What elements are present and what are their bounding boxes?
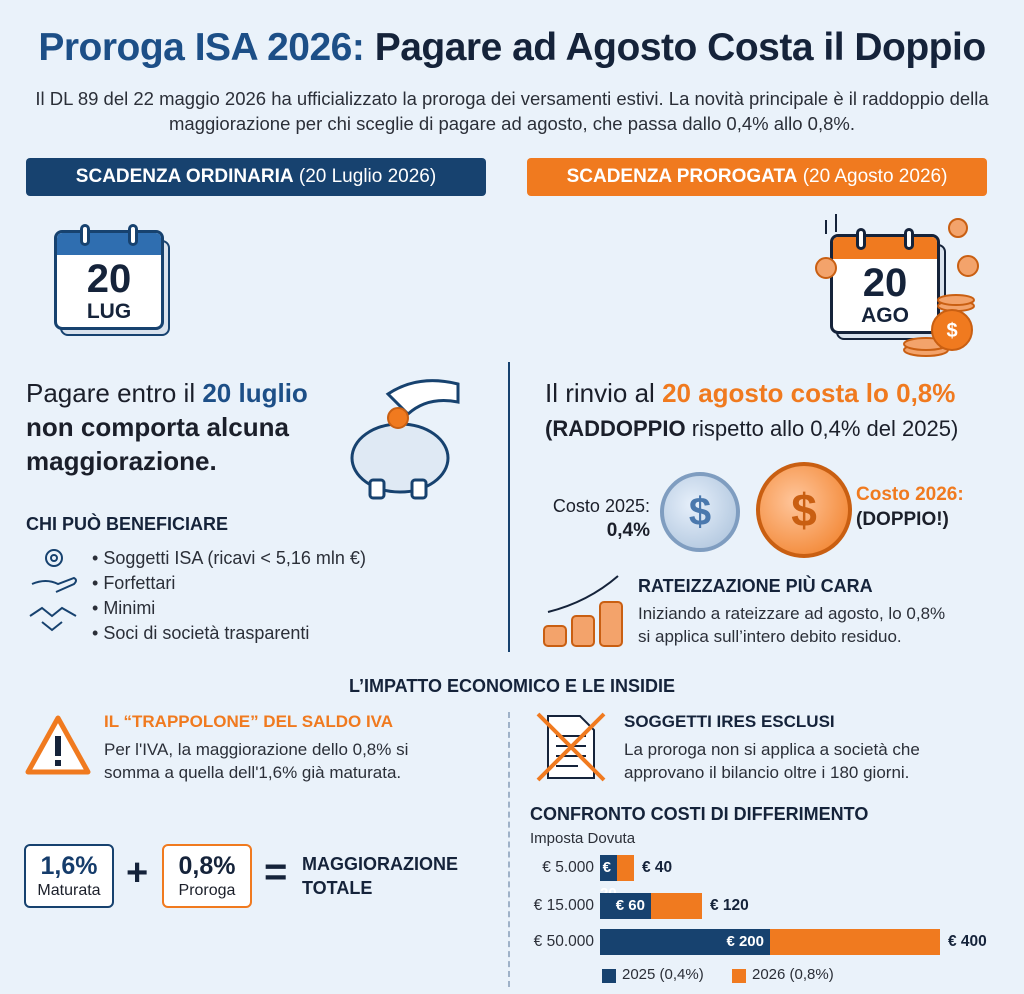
cost-2026-note: (DOPPIO!) [856, 509, 949, 530]
impact-divider [508, 712, 510, 987]
ordinary-headline: Pagare entro il 20 luglio non comporta a… [26, 376, 356, 478]
extended-deadline-label: SCADENZA PROROGATA [566, 166, 798, 187]
vat-trap-line-2: somma a quella dell'1,6% già maturata. [104, 763, 402, 782]
column-divider [508, 362, 510, 652]
list-item: Minimi [92, 596, 366, 621]
cost-2025-label: Costo 2025: [552, 496, 650, 516]
legend-swatch [602, 969, 616, 983]
extended-headline-bold: (RADDOPPIO [545, 416, 686, 441]
chart-category-label: € 50.000 [533, 933, 594, 950]
chart-title: CONFRONTO COSTI DI DIFFERIMENTO [530, 804, 869, 824]
cost-2025: Costo 2025: 0,4% [530, 494, 650, 543]
intro-text: Il DL 89 del 22 maggio 2026 ha ufficiali… [35, 88, 989, 134]
installments-title: RATEIZZAZIONE PIÙ CARA [638, 576, 873, 596]
accrued-surcharge-box: 1,6% Maturata [24, 844, 114, 908]
cost-2026-label: Costo 2026: [856, 484, 964, 505]
list-item: Soggetti ISA (ricavi < 5,16 mln €) [92, 546, 366, 571]
chart-value-label-2026: € 400 [948, 933, 987, 950]
chart-value-label-2026: € 40 [642, 859, 673, 876]
legend-swatch [732, 969, 746, 983]
list-item: Soci di società trasparenti [92, 621, 366, 646]
svg-text:$: $ [946, 320, 957, 342]
list-item: Forfettari [92, 571, 366, 596]
beneficiaries-icons [29, 549, 77, 632]
chart-category-label: € 5.000 [542, 859, 594, 876]
extended-deadline-date: (20 Agosto 2026) [802, 166, 948, 187]
calendar-july-month: LUG [86, 300, 132, 323]
chart-bar-2025: € 200 [600, 929, 770, 955]
total-surcharge: MAGGIORAZIONE TOTALE [302, 852, 458, 900]
accrued-surcharge-value: 1,6% [40, 852, 98, 880]
calendar-august-month: AGO [861, 304, 909, 327]
extension-surcharge-value: 0,8% [178, 852, 236, 880]
extended-headline: Il rinvio al 20 agosto costa lo 0,8% (RA… [545, 376, 995, 446]
ordinary-headline-post: non comporta alcuna maggiorazione. [26, 412, 289, 476]
plus-sign: + [126, 852, 149, 894]
extension-surcharge-label: Proroga [178, 882, 236, 899]
calendar-august-day: 20 [862, 261, 908, 305]
vat-trap-text: Per l'IVA, la maggiorazione dello 0,8% s… [104, 738, 408, 784]
chart-axis-label: Imposta Dovuta [530, 830, 636, 847]
installments-text: Iniziando a rateizzare ad agosto, lo 0,8… [638, 602, 945, 648]
ires-text: La proroga non si applica a società che … [624, 738, 920, 784]
ires-line-2: approvano il bilancio oltre i 180 giorni… [624, 763, 910, 782]
ires-line-1: La proroga non si applica a società che [624, 740, 920, 759]
installments-line-2: si applica sull’intero debito residuo. [638, 627, 902, 646]
ires-title: SOGGETTI IRES ESCLUSI [624, 712, 835, 731]
extended-headline-pre: Il rinvio al [545, 378, 655, 408]
equals-sign: = [264, 850, 288, 894]
cost-2026: Costo 2026: (DOPPIO!) [856, 482, 964, 532]
legend-label: 2026 (0,8%) [752, 966, 834, 983]
title-part-2: Pagare ad Agosto Costa il Doppio [374, 26, 986, 69]
piggy-bank-icon [350, 379, 460, 500]
installments-line-1: Iniziando a rateizzare ad agosto, lo 0,8… [638, 604, 946, 623]
chart-category-label: € 15.000 [533, 897, 594, 914]
coin-2025-icon: $ [660, 472, 740, 552]
ordinary-headline-date: 20 luglio [202, 378, 308, 408]
vat-trap-line-1: Per l'IVA, la maggiorazione dello 0,8% s… [104, 740, 409, 759]
calendar-august-icon: 20 AGO [830, 228, 946, 340]
chart-value-label-2026: € 120 [710, 897, 749, 914]
accrued-surcharge-label: Maturata [37, 882, 101, 899]
title-part-1: Proroga ISA 2026: [38, 26, 365, 69]
legend-label: 2025 (0,4%) [622, 966, 704, 983]
total-line-2: TOTALE [302, 878, 373, 898]
calendar-july-day: 20 [86, 257, 132, 301]
impact-title: L’IMPATTO ECONOMICO E LE INSIDIE [348, 676, 676, 696]
crossed-document-icon [536, 712, 606, 782]
warning-icon [25, 715, 91, 775]
chart-bar-2025: € 60 [600, 893, 651, 919]
falling-coins-icon: $ [815, 214, 979, 357]
extended-headline-post: rispetto allo 0,4% del 2025) [691, 416, 959, 441]
coin-2026-icon: $ [756, 462, 852, 558]
extended-headline-highlight: 20 agosto costa lo 0,8% [662, 378, 956, 408]
cost-2025-value: 0,4% [606, 520, 650, 541]
ordinary-deadline-label: SCADENZA ORDINARIA [75, 166, 294, 187]
extended-deadline-banner: SCADENZA PROROGATA (20 Agosto 2026) [527, 158, 987, 196]
calendar-july-icon: 20 LUG [54, 224, 170, 336]
growing-coins-icon [543, 575, 623, 647]
page-title: Proroga ISA 2026: Pagare ad Agosto Costa… [0, 26, 1024, 70]
total-line-1: MAGGIORAZIONE [302, 854, 458, 874]
ordinary-deadline-date: (20 Luglio 2026) [298, 166, 437, 187]
extension-surcharge-box: 0,8% Proroga [162, 844, 252, 908]
beneficiaries-list: Soggetti ISA (ricavi < 5,16 mln €) Forfe… [92, 546, 366, 646]
vat-trap-title: IL “TRAPPOLONE” DEL SALDO IVA [104, 712, 394, 731]
chart-bar-2025: € 20 [600, 855, 617, 902]
beneficiaries-title: CHI PUÒ BENEFICIARE [26, 514, 229, 534]
ordinary-headline-pre: Pagare entro il [26, 378, 196, 408]
ordinary-deadline-banner: SCADENZA ORDINARIA (20 Luglio 2026) [26, 158, 486, 196]
